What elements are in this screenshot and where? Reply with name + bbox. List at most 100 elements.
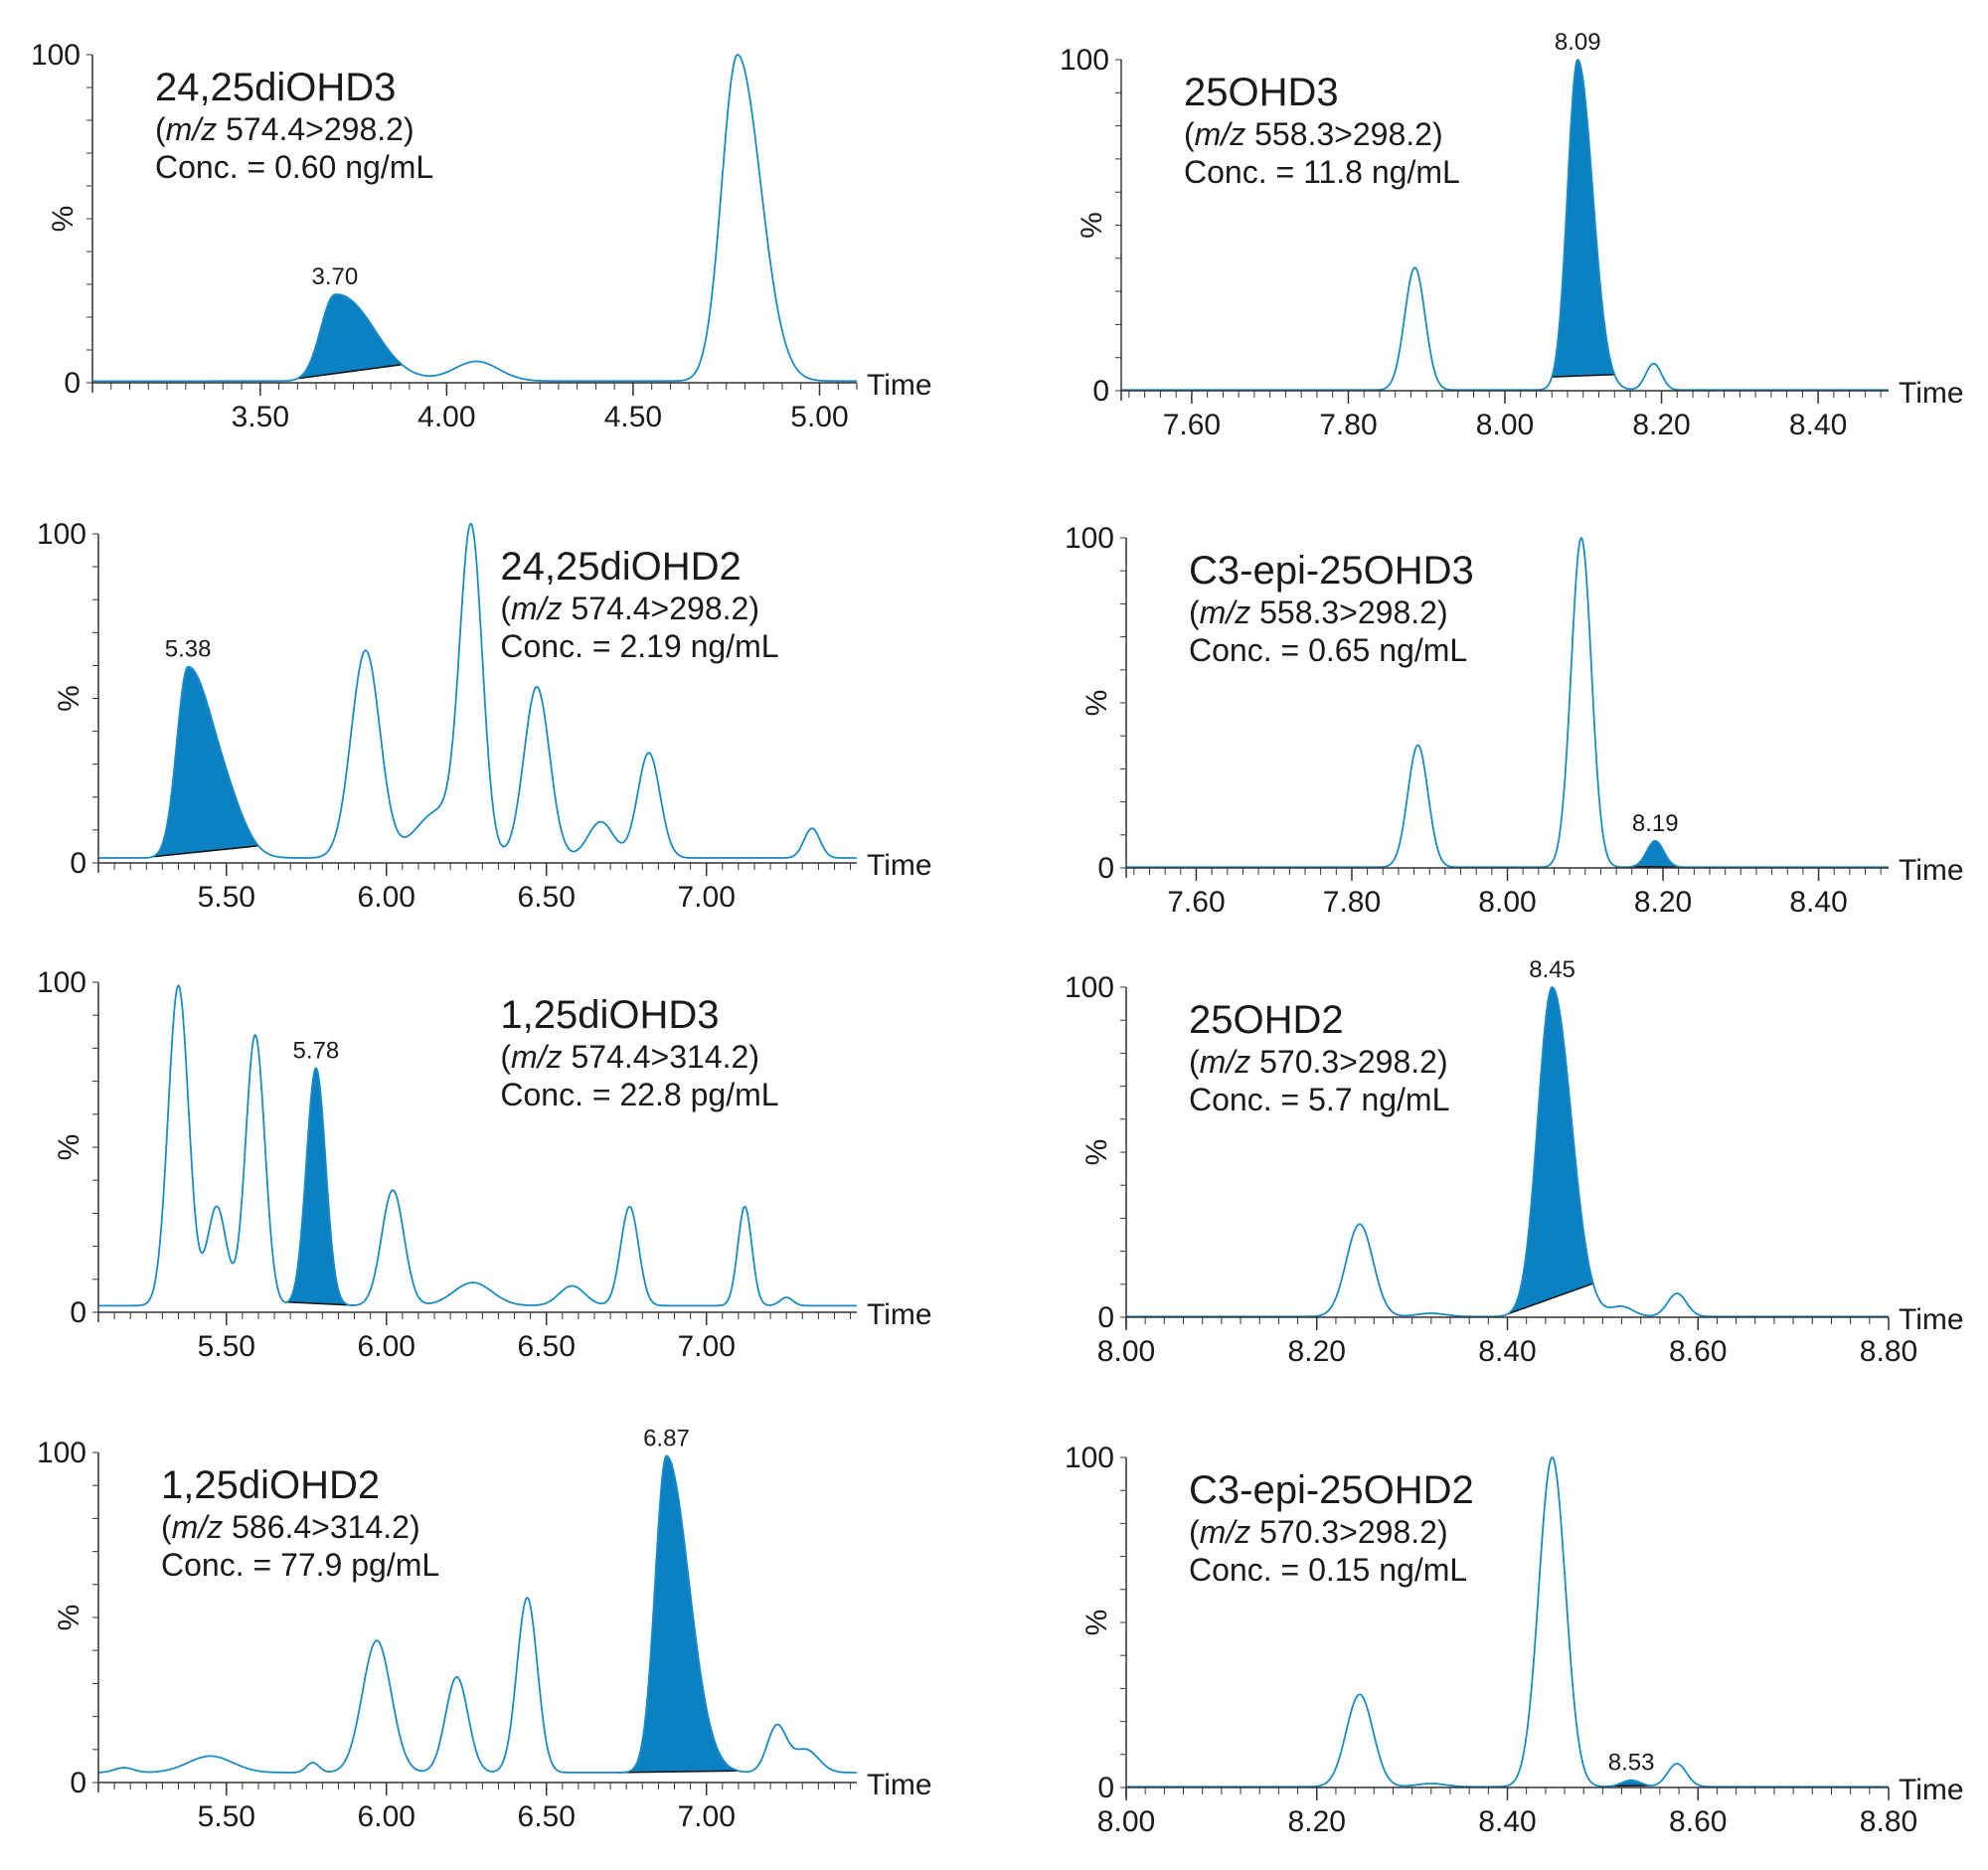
y-tick-label: 0 [70,1767,86,1799]
analyte-name: 24,25diOHD3 [155,66,397,109]
chromatogram-trace [97,1454,858,1774]
integration-baseline [152,845,259,858]
integrated-peak-area [1507,987,1593,1314]
chromatogram-svg: 100 0% 3.50 4.00 4.50 5.00 Time 3.70 [31,39,932,433]
x-tick-label: 6.50 [518,1800,576,1833]
mz-transition-value: 574.4>298.2 [571,591,749,627]
peak-rt-label: 6.87 [643,1425,690,1451]
mz-transition: (m/z 558.3>298.2) [1184,116,1443,153]
y-axis-title: % [53,1134,85,1161]
x-axis-title: Time [867,1298,932,1331]
x-tick-label: 8.20 [1634,886,1692,919]
chromatogram-panel: 100 0% 5.50 6.00 6.50 7.00 Time 5.38 24,25diOHD2… [0,479,994,946]
y-axis-title: % [1080,1610,1113,1636]
concentration-value: Conc. = 0.65 ng/mL [1189,631,1468,668]
analyte-label-block: 1,25diOHD3 (m/z 574.4>314.2) Conc. = 22.8 … [500,992,778,1114]
mz-transition: (m/z 574.4>298.2) [500,591,759,627]
x-tick-label: 6.50 [518,881,576,914]
peak-rt-label: 3.70 [311,263,358,290]
analyte-label-block: 24,25diOHD3 (m/z 574.4>298.2) Conc. = 0.60… [155,65,433,187]
y-tick-label: 0 [1097,1772,1114,1804]
x-axis-title: Time [867,369,932,402]
mz-transition-value: 574.4>298.2 [226,111,404,148]
x-tick-label: 5.50 [198,1800,255,1833]
concentration-value: Conc. = 22.8 pg/mL [500,1076,779,1112]
mz-transition-value: 570.3>298.2 [1259,1044,1437,1081]
chromatogram-svg: 100 0% 7.60 7.80 8.00 8.20 8.40 Time 8.19 [1065,522,1964,919]
x-axis-title: Time [867,1769,932,1801]
concentration-value: Conc. = 0.60 ng/mL [155,148,434,185]
x-tick-label: 8.60 [1669,1335,1727,1368]
x-tick-label: 7.60 [1167,886,1225,919]
x-tick-label: 4.00 [417,401,475,433]
y-tick-label: 100 [1065,1442,1114,1474]
x-tick-label: 6.50 [518,1330,576,1363]
chromatogram-svg: 100 0% 7.60 7.80 8.00 8.20 8.40 Time 8.09 [1060,29,1964,441]
mz-prefix: m/z [1199,595,1251,631]
peak-rt-label: 5.78 [293,1037,340,1064]
x-tick-label: 8.40 [1478,1805,1536,1838]
x-tick-label: 5.50 [198,881,255,914]
x-tick-label: 8.80 [1860,1805,1917,1838]
peak-rt-label: 8.19 [1632,810,1679,837]
chromatogram-panel: 100 0% 3.50 4.00 4.50 5.00 Time 3.70 24,25diOHD3… [0,0,994,467]
mz-transition-value: 574.4>314.2 [571,1039,749,1076]
y-tick-label: 0 [70,847,86,880]
mz-prefix: m/z [1194,116,1246,153]
chromatogram-svg: 100 0% 5.50 6.00 6.50 7.00 Time 5.38 [37,518,932,914]
y-axis-title: % [53,1605,85,1631]
x-tick-label: 6.00 [358,1330,415,1363]
x-tick-label: 7.00 [677,881,735,914]
x-tick-label: 8.80 [1860,1335,1917,1368]
analyte-label-block: C3-epi-25OHD2 (m/z 570.3>298.2) Conc. = 0.… [1189,1467,1474,1590]
analyte-name: 25OHD3 [1184,71,1339,114]
x-axis-title: Time [1899,1303,1964,1336]
analyte-name: C3-epi-25OHD3 [1189,549,1474,593]
x-tick-label: 7.00 [677,1330,735,1363]
analyte-label-block: 25OHD3 (m/z 558.3>298.2) Conc. = 11.8 ng/m… [1184,70,1460,192]
x-tick-label: 7.80 [1323,886,1381,919]
y-tick-label: 0 [70,1296,86,1329]
x-tick-label: 8.60 [1669,1805,1727,1838]
integrated-peak-area [1552,60,1615,378]
analyte-label-block: C3-epi-25OHD3 (m/z 558.3>298.2) Conc. = 0.… [1189,548,1474,670]
x-tick-label: 6.00 [358,1800,415,1833]
chromatogram-panel: 100 0% 7.60 7.80 8.00 8.20 8.40 Time 8.19 C3-epi-… [1024,479,1988,946]
mz-transition-value: 558.3>298.2 [1254,116,1432,153]
mz-prefix: m/z [165,111,218,148]
analyte-name: C3-epi-25OHD2 [1189,1468,1474,1512]
concentration-value: Conc. = 2.19 ng/mL [500,627,779,664]
x-axis-title: Time [1899,1774,1964,1806]
integration-baseline [1507,1282,1594,1315]
mz-prefix: m/z [511,591,563,627]
y-tick-label: 0 [64,367,81,400]
chromatogram-panel: 100 0% 5.50 6.00 6.50 7.00 Time 5.78 1,25diOHD3(… [0,930,994,1397]
chromatogram-svg: 100 0% 5.50 6.00 6.50 7.00 Time 5.78 [37,966,932,1363]
peak-rt-label: 8.09 [1555,29,1601,56]
mz-transition: (m/z 570.3>298.2) [1189,1514,1448,1551]
mz-transition-value: 570.3>298.2 [1259,1514,1437,1551]
chromatogram-panel: 100 0% 5.50 6.00 6.50 7.00 Time 6.87 1,25diOHD2(… [0,1400,994,1867]
chromatogram-panel: 100 0% 8.00 8.20 8.40 8.60 8.80 Time 8.45 25OHD2(… [1024,930,1988,1397]
chromatogram-panel: 100 0% 7.60 7.80 8.00 8.20 8.40 Time 8.09 25OHD3(… [1024,0,1988,467]
y-axis-title: % [53,685,85,712]
y-tick-label: 100 [37,518,86,551]
y-axis-title: % [47,206,80,233]
mz-prefix: m/z [1199,1044,1251,1081]
y-tick-label: 100 [1065,522,1114,555]
x-tick-label: 8.00 [1097,1335,1155,1368]
analyte-name: 25OHD2 [1189,998,1344,1042]
chromatogram-panel: 100 0% 8.00 8.20 8.40 8.60 8.80 Time 8.53 C3-epi-… [1024,1400,1988,1867]
integrated-peak-area [152,666,258,857]
mz-prefix: m/z [171,1509,224,1546]
mz-transition: (m/z 574.4>298.2) [155,111,414,148]
x-tick-label: 7.00 [677,1800,735,1833]
mz-transition-value: 558.3>298.2 [1259,595,1437,631]
y-tick-label: 100 [1065,971,1114,1004]
integration-baseline [297,363,403,380]
y-tick-label: 100 [1060,44,1109,77]
analyte-name: 1,25diOHD3 [500,993,720,1037]
